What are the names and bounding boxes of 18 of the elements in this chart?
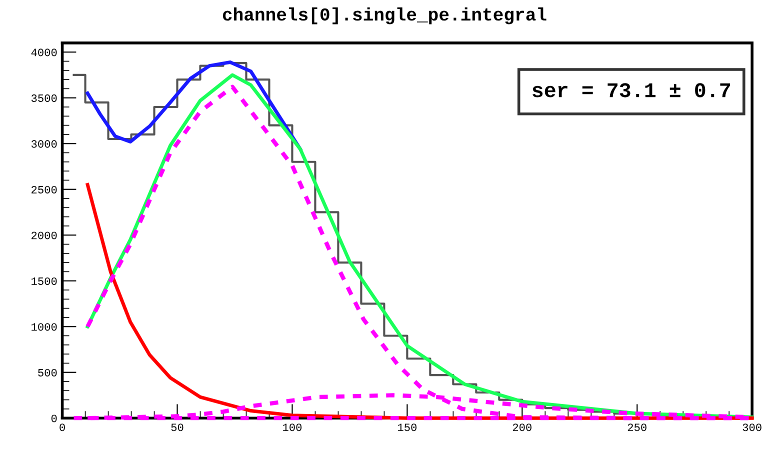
y-tick-label: 2500 [32,186,57,194]
x-tick-label: 100 [283,424,302,432]
x-tick-label: 200 [512,424,532,432]
y-tick-label: 4000 [31,48,57,56]
y-tick-label: 500 [38,368,57,376]
annotation: ser = 73.1 ± 0.7 [532,83,730,98]
chart-title: channels[0].single_pe.integral [222,7,546,24]
y-tick-label: 3000 [31,140,57,148]
y-tick-label: 1000 [32,323,57,331]
x-tick-label: 250 [628,424,646,432]
x-tick-label: 0 [60,424,65,432]
y-tick-label: 1500 [32,277,57,285]
y-tick-label: 3500 [31,94,57,102]
y-tick-label: 2000 [32,232,57,240]
y-tick-label: 0 [51,414,57,422]
x-tick-label: 50 [171,424,184,432]
x-tick-label: 300 [742,424,762,432]
x-tick-label: 150 [398,424,417,432]
